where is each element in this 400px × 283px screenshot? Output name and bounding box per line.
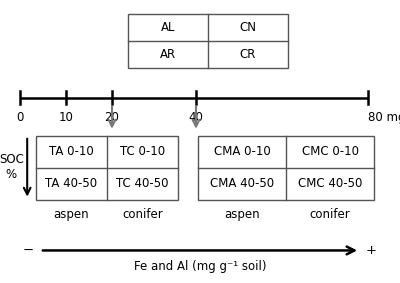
Text: conifer: conifer: [122, 208, 163, 221]
Text: SOC
%: SOC %: [0, 153, 24, 181]
Text: CMA 40-50: CMA 40-50: [210, 177, 274, 190]
Bar: [198, 136, 374, 200]
Text: CN: CN: [240, 21, 256, 34]
Text: TA 0-10: TA 0-10: [49, 145, 94, 158]
Text: 0: 0: [16, 111, 24, 124]
Text: TA 40-50: TA 40-50: [46, 177, 98, 190]
Text: AL: AL: [161, 21, 175, 34]
Text: CMC 40-50: CMC 40-50: [298, 177, 362, 190]
Text: AR: AR: [160, 48, 176, 61]
Text: aspen: aspen: [54, 208, 89, 221]
Text: 20: 20: [104, 111, 120, 124]
Text: conifer: conifer: [310, 208, 350, 221]
Text: 80 mg L⁻¹: 80 mg L⁻¹: [368, 111, 400, 124]
Text: −: −: [23, 244, 34, 257]
Text: 40: 40: [188, 111, 204, 124]
Text: aspen: aspen: [224, 208, 260, 221]
Text: TC 40-50: TC 40-50: [116, 177, 169, 190]
Text: +: +: [366, 244, 377, 257]
Text: CMA 0-10: CMA 0-10: [214, 145, 270, 158]
Text: Fe and Al (mg g⁻¹ soil): Fe and Al (mg g⁻¹ soil): [134, 260, 266, 273]
Text: CMC 0-10: CMC 0-10: [302, 145, 358, 158]
Text: 10: 10: [58, 111, 74, 124]
Text: CR: CR: [240, 48, 256, 61]
Bar: [128, 14, 288, 68]
Bar: [36, 136, 178, 200]
Text: TC 0-10: TC 0-10: [120, 145, 165, 158]
